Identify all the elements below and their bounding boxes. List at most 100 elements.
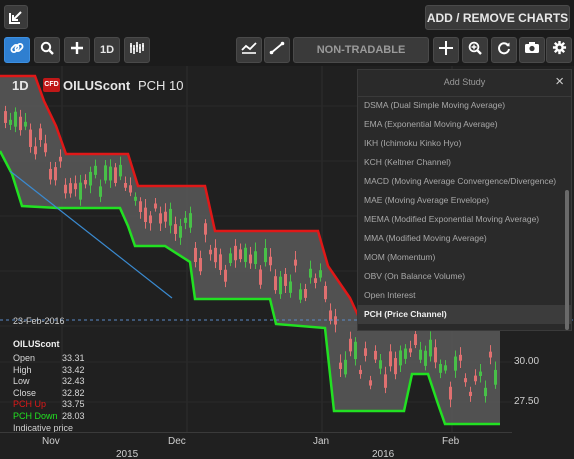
study-list-item[interactable]: MAE (Moving Average Envelope) [364, 195, 490, 205]
zoom-in-icon [468, 41, 482, 60]
candle-body [229, 253, 232, 264]
candle-body [394, 358, 397, 375]
study-list-item[interactable]: PCH (Price Channel) [358, 305, 571, 324]
candle-body [209, 249, 212, 255]
x-axis-month-label: Feb [442, 436, 460, 447]
candlesticks [4, 105, 497, 408]
candle-body [274, 276, 277, 291]
study-list-item[interactable]: IKH (Ichimoku Kinko Hyo) [364, 138, 462, 148]
candle-body [454, 356, 457, 371]
y-axis-tick: 27.50 [514, 396, 540, 407]
candle-body [474, 375, 477, 382]
candle-body [449, 386, 452, 400]
candle-body [89, 171, 92, 186]
candle-body [244, 247, 247, 262]
link-button[interactable] [4, 37, 30, 63]
candle-body [49, 168, 52, 180]
info-box: 23-Feb-2016 OILUScont Open 33.31 High 33.42… [0, 316, 92, 436]
candle-body [389, 351, 392, 367]
study-list-item[interactable]: Open Interest [364, 290, 416, 300]
study-list-item[interactable]: MACD (Moving Average Convergence/Diverge… [364, 176, 557, 186]
trendline-icon [269, 41, 285, 60]
chart-interval: 1D [12, 78, 29, 93]
info-symbol: OILUScont [13, 339, 60, 349]
x-axis-year-label: 2015 [116, 449, 139, 459]
pch-down-line [0, 150, 500, 426]
candle-body [124, 182, 127, 188]
candle-body [359, 369, 362, 375]
studies-button[interactable] [236, 37, 262, 63]
ohlc-bars-icon [129, 41, 145, 60]
interval-label: 1D [99, 44, 115, 56]
candle-body [189, 213, 192, 228]
candle-body [379, 360, 382, 369]
crosshair-button[interactable] [433, 37, 459, 63]
candle-body [414, 334, 417, 346]
candle-body [164, 211, 167, 222]
study-list-item[interactable]: OBV (On Balance Volume) [364, 271, 466, 281]
study-list: DSMA (Dual Simple Moving Average) EMA (Ex… [358, 96, 571, 330]
candle-body [484, 387, 487, 397]
chart-type-button[interactable] [124, 37, 150, 63]
refresh-button[interactable] [491, 37, 517, 63]
search-icon [40, 41, 54, 60]
non-tradable-button[interactable]: NON-TRADABLE [293, 37, 429, 63]
cfd-badge: CFD [43, 78, 60, 92]
chart-study-label: PCH 10 [138, 78, 184, 93]
trendline[interactable] [9, 170, 173, 299]
add-remove-charts-button[interactable]: ADD / REMOVE CHARTS [425, 5, 570, 30]
study-list-item[interactable]: MMA (Modified Moving Average) [364, 233, 487, 243]
panel-scrollbar[interactable] [565, 190, 569, 330]
candle-body [399, 350, 402, 366]
candle-body [44, 143, 47, 153]
add-remove-charts-label: ADD / REMOVE CHARTS [426, 10, 569, 25]
candle-body [219, 254, 222, 270]
close-icon[interactable]: × [555, 73, 564, 90]
study-list-item[interactable]: EMA (Exponential Moving Average) [364, 119, 498, 129]
pch-up-line [0, 74, 500, 326]
candle-body [159, 213, 162, 224]
candle-body [234, 245, 237, 261]
candle-body [439, 364, 442, 373]
candle-body [429, 339, 432, 357]
candle-body [204, 223, 207, 235]
candle-body [184, 217, 187, 223]
crosshair-icon [439, 40, 453, 60]
chart-toolbar: 1D NON-TRADABLE [0, 34, 574, 67]
x-axis-month-label: Nov [42, 436, 60, 447]
candle-body [424, 350, 427, 366]
study-list-item[interactable]: OSC (Price Oscillator) [358, 324, 571, 330]
refresh-icon [497, 41, 511, 60]
candle-body [384, 374, 387, 388]
study-list-item[interactable]: KCH (Keltner Channel) [364, 157, 451, 167]
plus-icon [70, 41, 84, 60]
candle-body [304, 289, 307, 298]
info-row-value: 33.42 [62, 364, 85, 375]
candle-body [69, 183, 72, 194]
settings-button[interactable] [546, 37, 572, 63]
candle-body [374, 350, 377, 360]
screenshot-button[interactable] [519, 37, 545, 63]
add-button[interactable] [64, 37, 90, 63]
study-list-item[interactable]: MOM (Momentum) [364, 252, 436, 262]
candle-body [364, 348, 367, 356]
zoom-in-button[interactable] [462, 37, 488, 63]
add-study-panel: Add Study × DSMA (Dual Simple Moving Ave… [357, 69, 572, 331]
study-list-item[interactable]: MEMA (Modified Exponential Moving Averag… [364, 214, 540, 224]
candle-body [329, 310, 332, 321]
search-button[interactable] [34, 37, 60, 63]
study-list-item[interactable]: DSMA (Dual Simple Moving Average) [364, 100, 506, 110]
info-row-value: 32.82 [62, 387, 85, 398]
interval-button[interactable]: 1D [94, 37, 120, 63]
info-row-label: PCH Up [13, 399, 47, 409]
candle-body [299, 289, 302, 300]
candle-body [79, 182, 82, 200]
candle-body [269, 256, 272, 266]
candle-body [239, 249, 242, 260]
info-row-value: 33.31 [62, 353, 85, 363]
draw-line-button[interactable] [264, 37, 290, 63]
popout-button[interactable] [4, 5, 28, 29]
add-study-header: Add Study × [358, 70, 571, 97]
candle-body [179, 226, 182, 238]
candle-body [294, 259, 297, 266]
